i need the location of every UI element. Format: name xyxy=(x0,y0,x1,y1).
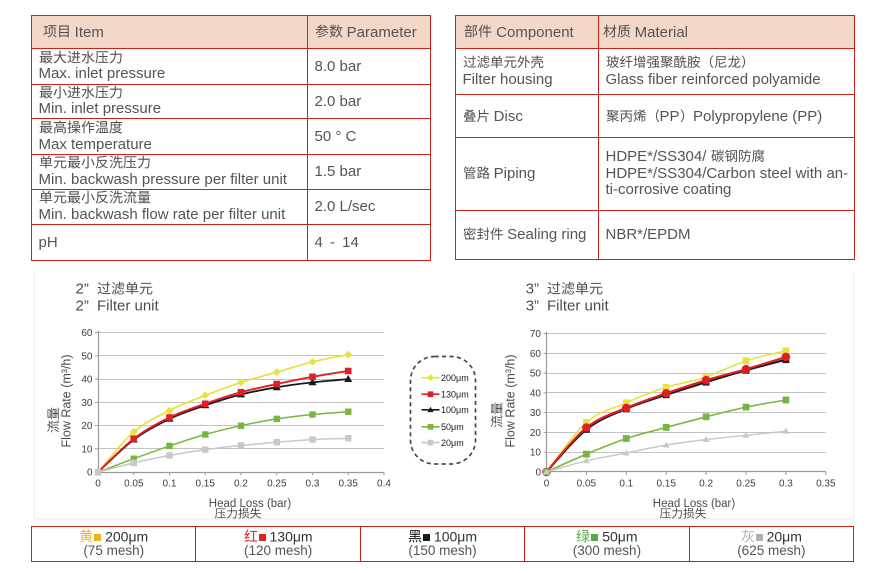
svg-text:40: 40 xyxy=(81,375,93,386)
svg-text:0.05: 0.05 xyxy=(124,479,144,490)
svg-text:0: 0 xyxy=(535,467,541,478)
svg-text:200μm: 200μm xyxy=(441,373,469,383)
svg-text:100μm: 100μm xyxy=(441,405,469,415)
svg-text:0: 0 xyxy=(544,478,550,489)
svg-text:0.15: 0.15 xyxy=(195,479,215,490)
svg-text:30: 30 xyxy=(81,398,93,409)
svg-text:20: 20 xyxy=(530,428,542,439)
svg-text:0.1: 0.1 xyxy=(163,479,177,490)
svg-text:0.15: 0.15 xyxy=(656,478,676,489)
svg-text:0.2: 0.2 xyxy=(234,479,248,490)
svg-text:2”: 2” xyxy=(76,281,89,298)
svg-text:Filter unit: Filter unit xyxy=(97,298,160,315)
svg-text:0.3: 0.3 xyxy=(306,479,320,490)
svg-text:0.25: 0.25 xyxy=(736,478,756,489)
svg-text:0.35: 0.35 xyxy=(816,478,836,489)
svg-text:Head Loss (bar): Head Loss (bar) xyxy=(653,498,736,510)
svg-text:0.1: 0.1 xyxy=(619,478,633,489)
svg-text:3”: 3” xyxy=(526,281,539,298)
svg-text:50: 50 xyxy=(81,351,93,362)
svg-text:20: 20 xyxy=(81,421,93,432)
svg-text:0.4: 0.4 xyxy=(377,479,391,490)
svg-text:Head Loss (bar): Head Loss (bar) xyxy=(209,498,292,510)
svg-text:0.2: 0.2 xyxy=(699,478,713,489)
svg-text:130μm: 130μm xyxy=(441,390,469,400)
svg-text:Filter unit: Filter unit xyxy=(547,298,610,315)
svg-text:Flow Rate (m³/h): Flow Rate (m³/h) xyxy=(60,354,74,447)
svg-text:40: 40 xyxy=(530,388,542,399)
svg-text:10: 10 xyxy=(530,448,542,459)
svg-text:10: 10 xyxy=(81,444,93,455)
svg-text:60: 60 xyxy=(81,328,93,339)
svg-text:0.05: 0.05 xyxy=(577,478,597,489)
svg-text:0: 0 xyxy=(95,479,101,490)
svg-text:20μm: 20μm xyxy=(441,438,464,448)
svg-text:Flow Rate (m³/h): Flow Rate (m³/h) xyxy=(504,354,518,447)
svg-text:30: 30 xyxy=(530,408,542,419)
svg-text:70: 70 xyxy=(530,329,542,340)
svg-text:2”: 2” xyxy=(76,298,89,315)
svg-text:60: 60 xyxy=(530,349,542,360)
svg-text:0.25: 0.25 xyxy=(267,479,287,490)
svg-text:0.35: 0.35 xyxy=(338,479,358,490)
svg-text:50: 50 xyxy=(530,369,542,380)
svg-text:3”: 3” xyxy=(526,298,539,315)
svg-text:0.3: 0.3 xyxy=(779,478,793,489)
svg-text:50μm: 50μm xyxy=(441,422,464,432)
svg-text:0: 0 xyxy=(87,468,93,479)
